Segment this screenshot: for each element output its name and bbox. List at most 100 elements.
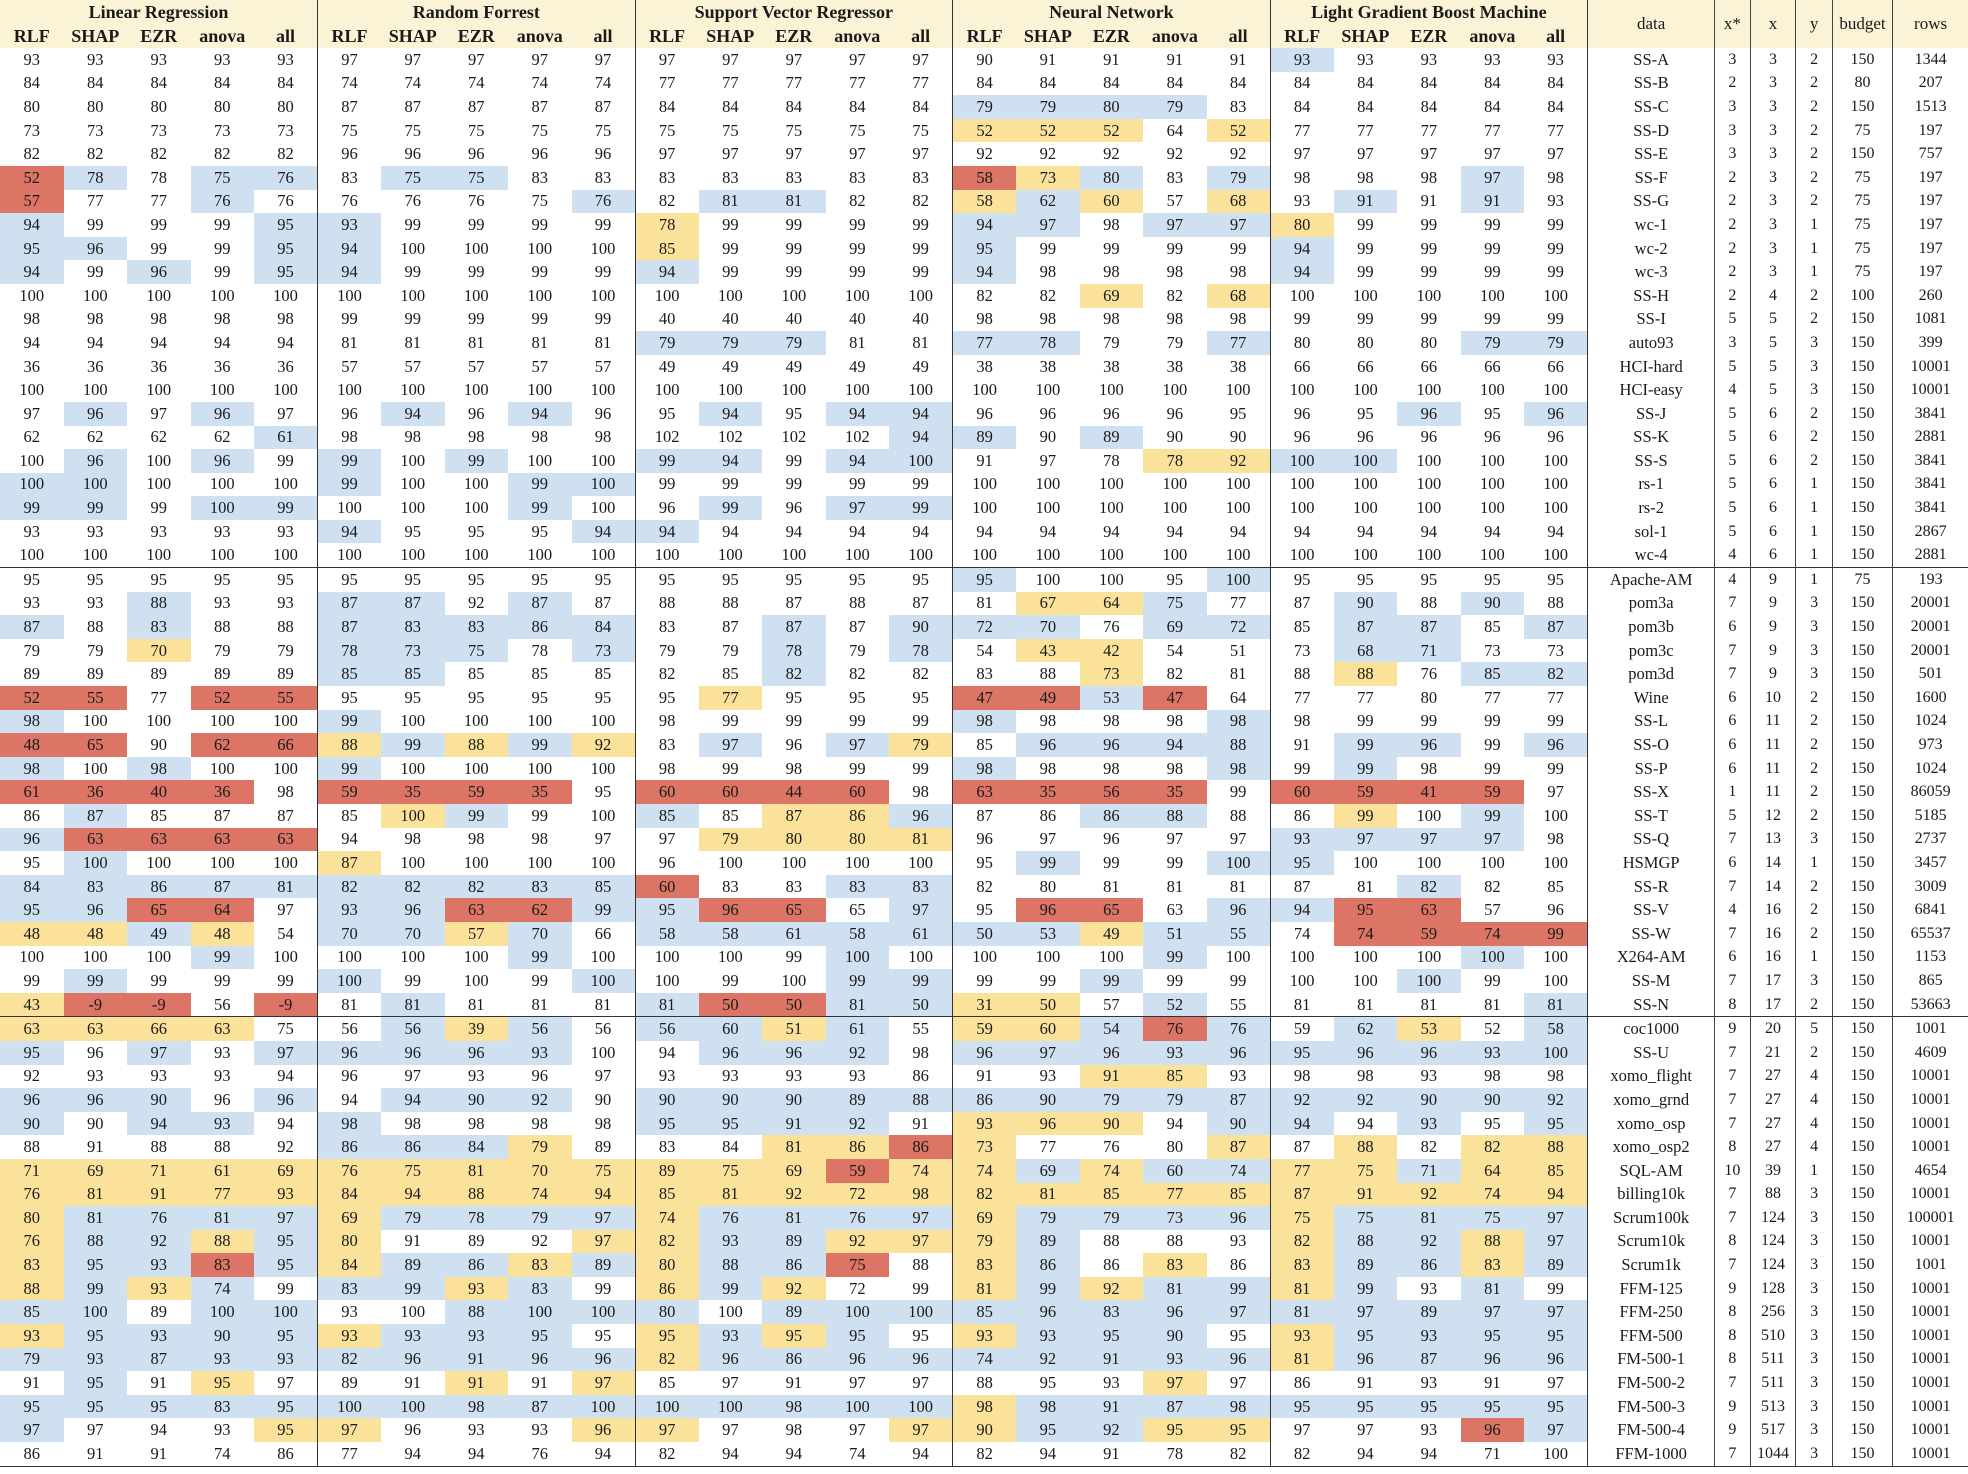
table-row: 99 99 99 100 99 100 100 100 99 100 96 99 96 97 99 100 10… bbox=[0, 496, 1968, 520]
score-cell: 97 bbox=[254, 1040, 318, 1065]
score-cell: 93 bbox=[127, 1276, 191, 1301]
dataset-info-cell: 193 bbox=[1892, 567, 1968, 592]
score-cell: 94 bbox=[317, 827, 382, 852]
score-cell: 94 bbox=[1166, 1113, 1184, 1133]
score-cell: 93 bbox=[444, 1276, 509, 1301]
score-cell: 82 bbox=[317, 1347, 382, 1372]
table-row: 48 65 90 62 66 88 99 88 99 92 83 97 96 97 79 85 96 96 94 88… bbox=[0, 733, 1968, 757]
score-cell: 84 bbox=[1420, 96, 1438, 116]
score-cell: 87 bbox=[63, 804, 127, 828]
score-cell: 40 bbox=[722, 309, 739, 329]
score-cell: 77 bbox=[952, 331, 1017, 355]
score-cell: 76 bbox=[404, 191, 422, 211]
dataset-info-cell: 5 bbox=[1795, 1016, 1833, 1041]
score-cell: 55 bbox=[254, 686, 318, 710]
dataset-info-cell: 2 bbox=[1714, 283, 1751, 308]
score-cell: 66 bbox=[127, 1016, 191, 1041]
dataset-name-cell: Scrum1k bbox=[1587, 1253, 1715, 1277]
score-cell: 95 bbox=[1269, 1040, 1334, 1065]
dataset-info-cell: 150 bbox=[1831, 543, 1893, 568]
score-cell: 81 bbox=[63, 1182, 127, 1207]
score-cell: 84 bbox=[1357, 96, 1374, 116]
dataset-info-cell: 9 bbox=[1714, 1016, 1751, 1041]
score-cell: 100 bbox=[463, 380, 489, 400]
score-cell: 76 bbox=[698, 1206, 763, 1230]
score-cell: 74 bbox=[404, 73, 422, 93]
score-cell: 88 bbox=[23, 1137, 41, 1157]
score-cell: 98 bbox=[1103, 262, 1120, 282]
score-cell: 100 bbox=[1225, 380, 1251, 400]
score-cell: 97 bbox=[571, 1229, 636, 1254]
score-cell: 100 bbox=[273, 852, 298, 872]
score-cell: 63 bbox=[190, 827, 254, 852]
score-cell: 87 bbox=[317, 591, 382, 616]
score-cell: 74 bbox=[594, 73, 612, 93]
score-cell: 36 bbox=[63, 780, 127, 804]
score-cell: 49 bbox=[912, 356, 929, 376]
score-cell: 100 bbox=[400, 238, 426, 258]
dataset-info-cell: 1 bbox=[1795, 236, 1833, 261]
score-cell: 85 bbox=[317, 662, 382, 687]
score-cell: 93 bbox=[468, 1066, 485, 1086]
score-cell: 98 bbox=[404, 427, 422, 447]
score-cell: 81 bbox=[1143, 1276, 1207, 1301]
score-cell: 77 bbox=[1229, 593, 1247, 613]
score-cell: 35 bbox=[508, 780, 572, 804]
score-cell: 98 bbox=[1206, 1394, 1271, 1419]
score-cell: 99 bbox=[1166, 852, 1184, 872]
score-cell: 75 bbox=[1269, 1206, 1334, 1230]
score-cell: 98 bbox=[1206, 756, 1271, 781]
score-cell: 95 bbox=[825, 1324, 890, 1348]
dataset-info-cell: 197 bbox=[1892, 236, 1968, 261]
score-cell: 75 bbox=[381, 1158, 445, 1183]
subheader: anova bbox=[825, 24, 890, 48]
table-row: 99 99 99 99 99 100 99 100 99 100 100 99 100 99 99 99 99 9… bbox=[0, 969, 1968, 993]
dataset-info-cell: 5185 bbox=[1892, 804, 1968, 828]
score-cell: 86 bbox=[762, 1253, 826, 1277]
dataset-info-cell: 150 bbox=[1831, 804, 1893, 828]
score-cell: 77 bbox=[190, 1182, 254, 1207]
table-row: 100 100 100 100 100 100 100 100 100 100 100 100 100 1… bbox=[0, 543, 1968, 568]
score-cell: 65 bbox=[1079, 898, 1144, 922]
score-cell: 89 bbox=[214, 664, 231, 684]
score-cell: 84 bbox=[849, 96, 866, 116]
score-cell: 84 bbox=[1484, 96, 1501, 116]
score-cell: 93 bbox=[1039, 1066, 1057, 1086]
dataset-info-cell: 10001 bbox=[1892, 1276, 1968, 1301]
score-cell: 94 bbox=[849, 521, 866, 541]
score-cell: 66 bbox=[594, 923, 612, 943]
score-cell: 86 bbox=[825, 1135, 890, 1159]
score-cell: 59 bbox=[1460, 780, 1525, 804]
score-cell: 76 bbox=[1103, 1137, 1120, 1157]
score-cell: 97 bbox=[889, 898, 953, 922]
score-cell: 76 bbox=[0, 1229, 64, 1254]
dataset-info-cell: 5 bbox=[1749, 378, 1796, 402]
score-cell: 98 bbox=[1547, 167, 1564, 187]
score-cell: 98 bbox=[634, 709, 699, 734]
score-cell: 93 bbox=[87, 49, 104, 69]
score-cell: 70 bbox=[1016, 615, 1080, 639]
score-cell: 75 bbox=[317, 118, 382, 143]
score-cell: 73 bbox=[214, 120, 231, 140]
score-cell: 79 bbox=[87, 640, 104, 660]
score-cell: 98 bbox=[952, 756, 1017, 781]
score-cell: 91 bbox=[63, 1442, 127, 1467]
score-cell: 100 bbox=[889, 449, 953, 473]
score-cell: 85 bbox=[150, 805, 168, 825]
score-cell: 79 bbox=[634, 638, 699, 663]
score-cell: 81 bbox=[1484, 994, 1501, 1014]
dataset-info-cell: 2 bbox=[1795, 48, 1833, 72]
score-cell: 83 bbox=[825, 874, 890, 899]
score-cell: 95 bbox=[1229, 403, 1247, 423]
score-cell: 100 bbox=[463, 545, 489, 565]
score-cell: 100 bbox=[590, 947, 616, 967]
score-cell: 98 bbox=[1039, 758, 1057, 778]
score-cell: 40 bbox=[849, 309, 866, 329]
score-cell: 100 bbox=[571, 969, 636, 993]
score-cell: 83 bbox=[889, 874, 953, 899]
dataset-info-cell: 197 bbox=[1892, 189, 1968, 214]
subheader: EZR bbox=[444, 24, 509, 48]
score-cell: 100 bbox=[1269, 543, 1334, 568]
score-cell: 65 bbox=[849, 900, 866, 920]
score-cell: 96 bbox=[1524, 1347, 1588, 1372]
